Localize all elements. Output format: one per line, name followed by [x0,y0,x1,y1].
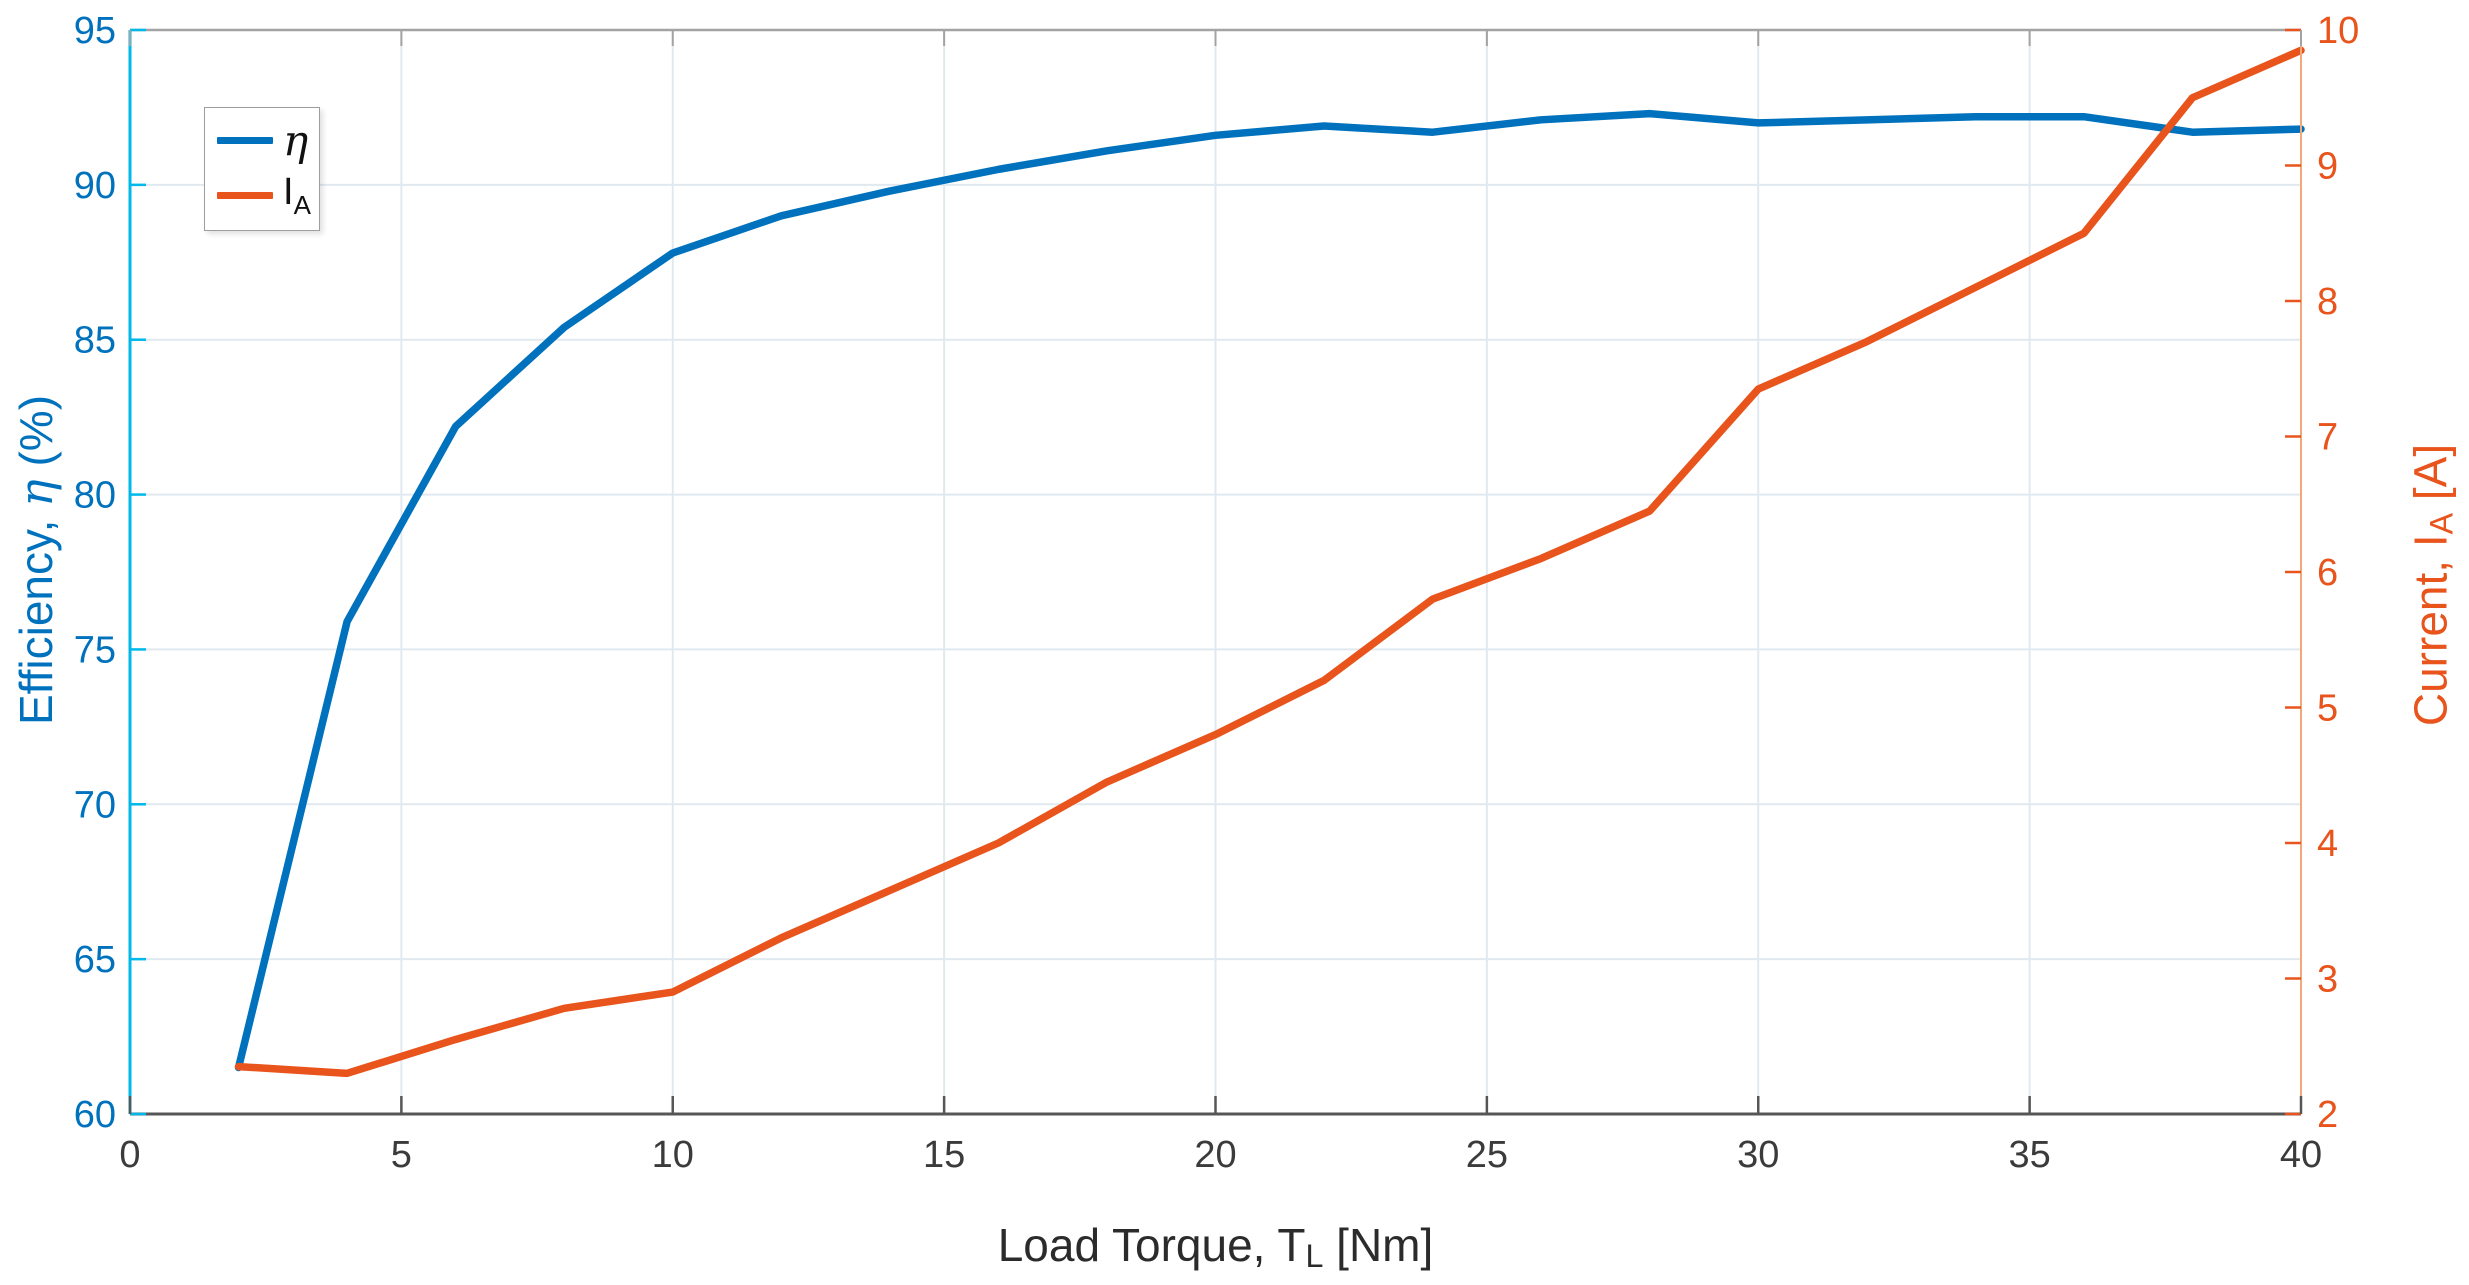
left-y-tick-label: 80 [74,475,116,517]
right-y-tick-label: 3 [2317,959,2338,1001]
x-tick-label: 15 [923,1134,965,1176]
right-y-tick-label: 5 [2317,688,2338,730]
legend-item-efficiency: η [217,115,309,165]
left-y-tick-label: 95 [74,10,116,52]
efficiency-curve [234,109,2305,1072]
legend-box[interactable]: η IA [204,107,320,231]
left-y-tick-label: 60 [74,1094,116,1136]
right-y-tick-label: 8 [2317,281,2338,323]
x-axis-label: Load Torque, TL [Nm] [997,1219,1434,1274]
x-tick-label: 0 [119,1134,140,1176]
left-y-tick-label: 90 [74,165,116,207]
left-y-axis-label: Efficiency, η (%) [9,394,63,726]
left-y-tick-label: 65 [74,939,116,981]
right-y-tick-label: 2 [2317,1094,2338,1136]
current-line-swatch [217,192,273,200]
legend-label-eta: η [283,115,309,165]
right-y-tick-label: 7 [2317,417,2338,459]
left-y-tick-label: 75 [74,629,116,671]
right-y-axis-label: Current, IA [A] [2404,443,2460,727]
left-y-tick-label: 85 [74,320,116,362]
current-curve [234,46,2305,1078]
legend-label-ia: IA [283,171,311,221]
efficiency-line-swatch [217,137,273,145]
x-tick-label: 20 [1194,1134,1236,1176]
right-y-tick-label: 6 [2317,552,2338,594]
x-tick-label: 35 [2008,1134,2050,1176]
legend-item-current: IA [217,173,311,218]
x-tick-label: 40 [2280,1134,2322,1176]
left-y-tick-label: 70 [74,784,116,826]
right-y-tick-label: 10 [2317,10,2359,52]
x-tick-label: 25 [1466,1134,1508,1176]
x-tick-label: 10 [652,1134,694,1176]
x-tick-label: 30 [1737,1134,1779,1176]
x-tick-label: 5 [391,1134,412,1176]
right-y-tick-label: 4 [2317,823,2338,865]
right-y-tick-label: 9 [2317,146,2338,188]
